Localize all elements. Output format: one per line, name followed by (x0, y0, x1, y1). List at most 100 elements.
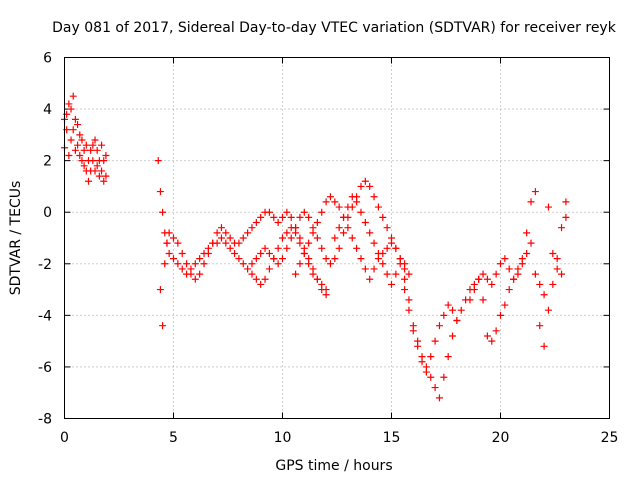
data-point (159, 208, 167, 216)
data-point (305, 213, 313, 221)
data-point (470, 286, 478, 294)
data-point (357, 255, 365, 263)
data-point (74, 141, 82, 149)
data-point (505, 286, 513, 294)
data-point (379, 260, 387, 268)
data-point (562, 198, 570, 206)
data-point (252, 275, 260, 283)
data-point (340, 229, 348, 237)
data-point (209, 239, 217, 247)
series-arc-6 (331, 193, 461, 402)
data-point (540, 342, 548, 350)
data-point (353, 244, 361, 252)
data-point (383, 244, 391, 252)
data-point (427, 373, 435, 381)
data-point (156, 286, 164, 294)
data-point (78, 136, 86, 144)
series-arc-3 (156, 208, 330, 330)
data-point (80, 146, 88, 154)
data-point (405, 270, 413, 278)
data-point (488, 280, 496, 288)
data-point (80, 162, 88, 170)
data-point (558, 270, 566, 278)
data-point (479, 296, 487, 304)
y-tick-label: -6 (38, 360, 52, 376)
data-point (562, 213, 570, 221)
data-point (265, 249, 273, 257)
data-point (492, 270, 500, 278)
data-point (102, 172, 110, 180)
data-point (261, 244, 269, 252)
data-point (265, 265, 273, 273)
data-point (331, 234, 339, 242)
data-point (313, 275, 321, 283)
data-point (87, 146, 95, 154)
data-point (544, 203, 552, 211)
data-point (239, 234, 247, 242)
data-point (159, 322, 167, 330)
data-point (98, 141, 106, 149)
y-tick-label: -2 (38, 257, 52, 273)
data-point (313, 219, 321, 227)
data-point (501, 301, 509, 309)
data-point (331, 255, 339, 263)
data-point (154, 157, 162, 165)
data-point (553, 255, 561, 263)
data-point (170, 234, 177, 242)
data-point (248, 270, 256, 278)
data-point (252, 219, 260, 227)
data-point (435, 394, 443, 402)
data-point (74, 121, 82, 129)
data-point (78, 157, 86, 165)
data-point (505, 265, 513, 273)
y-axis-label: SDTVAR / TECUs (8, 181, 24, 296)
data-point (93, 146, 101, 154)
data-point (510, 275, 518, 283)
data-point (536, 280, 544, 288)
data-point (431, 384, 439, 392)
series-arc-5 (292, 193, 409, 283)
series-arc-7 (401, 239, 535, 376)
data-point (318, 208, 326, 216)
data-points (61, 92, 570, 402)
data-point (252, 255, 260, 263)
data-point (431, 337, 439, 345)
data-point (222, 229, 230, 237)
data-point (67, 136, 75, 144)
data-point (483, 275, 491, 283)
data-point (388, 280, 395, 288)
data-point (226, 234, 234, 242)
data-point (274, 244, 282, 252)
data-point (296, 213, 304, 221)
data-point (366, 275, 374, 283)
data-point (409, 327, 417, 335)
data-point (523, 249, 531, 257)
data-point (348, 193, 356, 201)
data-point (370, 193, 378, 201)
data-point (527, 239, 535, 247)
data-point (313, 234, 321, 242)
data-point (305, 239, 313, 247)
data-point (71, 146, 79, 154)
data-point (401, 265, 409, 273)
data-point (357, 208, 365, 216)
data-point (553, 265, 561, 273)
data-point (331, 198, 339, 206)
data-point (344, 224, 352, 232)
data-point (366, 182, 374, 190)
data-point (296, 260, 304, 268)
data-point (335, 224, 343, 232)
data-point (497, 260, 504, 268)
data-point (100, 157, 108, 165)
data-point (361, 265, 369, 273)
data-point (257, 249, 265, 257)
data-point (235, 255, 243, 263)
data-point (76, 131, 84, 139)
data-point (405, 306, 413, 314)
x-tick-label: 10 (274, 430, 292, 446)
x-axis-label: GPS time / hours (275, 458, 392, 474)
data-point (213, 229, 221, 237)
data-point (549, 249, 557, 257)
data-point (488, 337, 496, 345)
data-point (523, 229, 531, 237)
